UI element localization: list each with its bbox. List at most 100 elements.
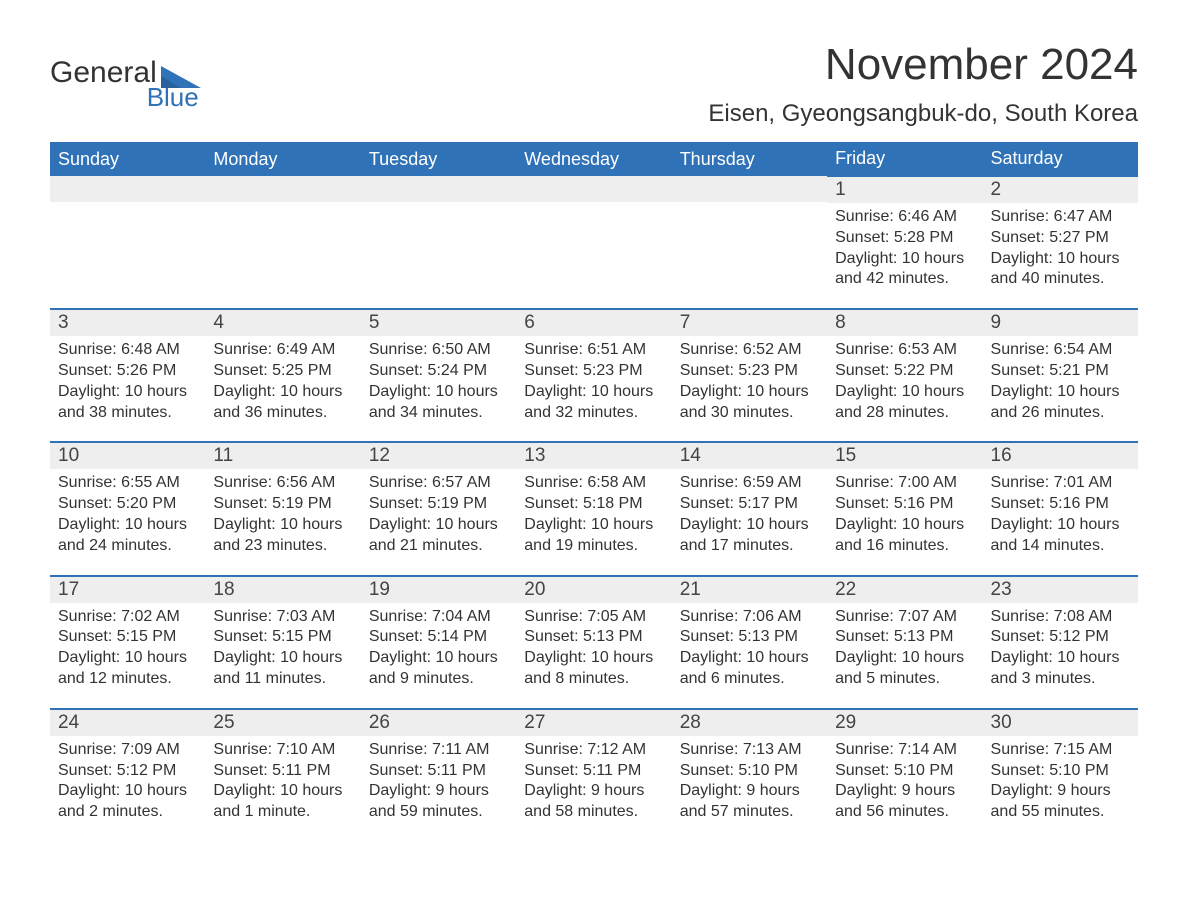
day-details: Sunrise: 6:54 AMSunset: 5:21 PMDaylight:… [991, 340, 1130, 423]
calendar-day-cell: 17Sunrise: 7:02 AMSunset: 5:15 PMDayligh… [50, 576, 205, 709]
daylight-line: Daylight: 10 hours and 34 minutes. [369, 382, 508, 424]
day-number: 17 [50, 577, 205, 603]
day-details: Sunrise: 6:53 AMSunset: 5:22 PMDaylight:… [835, 340, 974, 423]
daylight-line: Daylight: 10 hours and 32 minutes. [524, 382, 663, 424]
sunset-line: Sunset: 5:21 PM [991, 361, 1130, 382]
calendar-empty-cell [361, 176, 516, 309]
calendar-day-cell: 12Sunrise: 6:57 AMSunset: 5:19 PMDayligh… [361, 442, 516, 575]
calendar-day-cell: 5Sunrise: 6:50 AMSunset: 5:24 PMDaylight… [361, 309, 516, 442]
sunset-line: Sunset: 5:16 PM [835, 494, 974, 515]
day-number: 3 [50, 310, 205, 336]
calendar-day-cell: 16Sunrise: 7:01 AMSunset: 5:16 PMDayligh… [983, 442, 1138, 575]
daylight-line: Daylight: 10 hours and 30 minutes. [680, 382, 819, 424]
calendar-day-cell: 28Sunrise: 7:13 AMSunset: 5:10 PMDayligh… [672, 709, 827, 841]
daylight-line: Daylight: 9 hours and 56 minutes. [835, 781, 974, 823]
weekday-header: Friday [827, 142, 982, 176]
calendar-day-cell: 6Sunrise: 6:51 AMSunset: 5:23 PMDaylight… [516, 309, 671, 442]
day-number: 6 [516, 310, 671, 336]
empty-day-strip [361, 176, 516, 202]
day-number: 14 [672, 443, 827, 469]
day-details: Sunrise: 6:59 AMSunset: 5:17 PMDaylight:… [680, 473, 819, 556]
sunrise-line: Sunrise: 7:01 AM [991, 473, 1130, 494]
day-details: Sunrise: 6:58 AMSunset: 5:18 PMDaylight:… [524, 473, 663, 556]
calendar-week-row: 17Sunrise: 7:02 AMSunset: 5:15 PMDayligh… [50, 576, 1138, 709]
weekday-header: Tuesday [361, 142, 516, 176]
day-details: Sunrise: 6:48 AMSunset: 5:26 PMDaylight:… [58, 340, 197, 423]
weekday-header: Monday [205, 142, 360, 176]
sunset-line: Sunset: 5:23 PM [524, 361, 663, 382]
sunrise-line: Sunrise: 7:10 AM [213, 740, 352, 761]
sunrise-line: Sunrise: 6:57 AM [369, 473, 508, 494]
weekday-header: Wednesday [516, 142, 671, 176]
sunset-line: Sunset: 5:13 PM [524, 627, 663, 648]
sunset-line: Sunset: 5:15 PM [213, 627, 352, 648]
daylight-line: Daylight: 10 hours and 16 minutes. [835, 515, 974, 557]
calendar-week-row: 10Sunrise: 6:55 AMSunset: 5:20 PMDayligh… [50, 442, 1138, 575]
empty-day-strip [205, 176, 360, 202]
sunrise-line: Sunrise: 6:52 AM [680, 340, 819, 361]
day-details: Sunrise: 7:08 AMSunset: 5:12 PMDaylight:… [991, 607, 1130, 690]
sunrise-line: Sunrise: 6:59 AM [680, 473, 819, 494]
day-details: Sunrise: 7:04 AMSunset: 5:14 PMDaylight:… [369, 607, 508, 690]
calendar-empty-cell [205, 176, 360, 309]
sunrise-line: Sunrise: 7:09 AM [58, 740, 197, 761]
day-number: 8 [827, 310, 982, 336]
day-details: Sunrise: 6:56 AMSunset: 5:19 PMDaylight:… [213, 473, 352, 556]
day-number: 21 [672, 577, 827, 603]
day-details: Sunrise: 6:52 AMSunset: 5:23 PMDaylight:… [680, 340, 819, 423]
calendar-day-cell: 8 Sunrise: 6:53 AMSunset: 5:22 PMDaylight… [827, 309, 982, 442]
day-details: Sunrise: 6:55 AMSunset: 5:20 PMDaylight:… [58, 473, 197, 556]
day-details: Sunrise: 6:46 AMSunset: 5:28 PMDaylight:… [835, 207, 974, 290]
page-title: November 2024 [708, 40, 1138, 90]
day-details: Sunrise: 7:11 AMSunset: 5:11 PMDaylight:… [369, 740, 508, 823]
sunset-line: Sunset: 5:10 PM [991, 761, 1130, 782]
calendar-day-cell: 13 Sunrise: 6:58 AMSunset: 5:18 PMDayligh… [516, 442, 671, 575]
sunrise-line: Sunrise: 7:15 AM [991, 740, 1130, 761]
day-details: Sunrise: 7:14 AMSunset: 5:10 PMDaylight:… [835, 740, 974, 823]
logo: General Blue [50, 40, 201, 110]
title-block: November 2024 Eisen, Gyeongsangbuk-do, S… [708, 40, 1138, 128]
day-number: 23 [983, 577, 1138, 603]
day-number: 22 [827, 577, 982, 603]
sunrise-line: Sunrise: 7:03 AM [213, 607, 352, 628]
calendar-day-cell: 3 Sunrise: 6:48 AMSunset: 5:26 PMDaylight… [50, 309, 205, 442]
sunset-line: Sunset: 5:13 PM [680, 627, 819, 648]
day-number: 16 [983, 443, 1138, 469]
sunrise-line: Sunrise: 6:56 AM [213, 473, 352, 494]
calendar-day-cell: 19Sunrise: 7:04 AMSunset: 5:14 PMDayligh… [361, 576, 516, 709]
calendar-week-row: 24Sunrise: 7:09 AMSunset: 5:12 PMDayligh… [50, 709, 1138, 841]
day-number: 7 [672, 310, 827, 336]
day-number: 26 [361, 710, 516, 736]
day-number: 29 [827, 710, 982, 736]
sunset-line: Sunset: 5:26 PM [58, 361, 197, 382]
sunrise-line: Sunrise: 7:08 AM [991, 607, 1130, 628]
sunset-line: Sunset: 5:11 PM [213, 761, 352, 782]
sunset-line: Sunset: 5:27 PM [991, 228, 1130, 249]
day-details: Sunrise: 6:50 AMSunset: 5:24 PMDaylight:… [369, 340, 508, 423]
calendar-day-cell: 15Sunrise: 7:00 AMSunset: 5:16 PMDayligh… [827, 442, 982, 575]
daylight-line: Daylight: 10 hours and 1 minute. [213, 781, 352, 823]
daylight-line: Daylight: 10 hours and 5 minutes. [835, 648, 974, 690]
day-number: 25 [205, 710, 360, 736]
sunrise-line: Sunrise: 6:47 AM [991, 207, 1130, 228]
daylight-line: Daylight: 10 hours and 26 minutes. [991, 382, 1130, 424]
sunset-line: Sunset: 5:15 PM [58, 627, 197, 648]
calendar-day-cell: 9Sunrise: 6:54 AMSunset: 5:21 PMDaylight… [983, 309, 1138, 442]
sunrise-line: Sunrise: 7:02 AM [58, 607, 197, 628]
day-number: 13 [516, 443, 671, 469]
daylight-line: Daylight: 10 hours and 21 minutes. [369, 515, 508, 557]
day-details: Sunrise: 7:15 AMSunset: 5:10 PMDaylight:… [991, 740, 1130, 823]
sunset-line: Sunset: 5:11 PM [524, 761, 663, 782]
day-details: Sunrise: 7:09 AMSunset: 5:12 PMDaylight:… [58, 740, 197, 823]
daylight-line: Daylight: 10 hours and 24 minutes. [58, 515, 197, 557]
sunset-line: Sunset: 5:10 PM [835, 761, 974, 782]
sunrise-line: Sunrise: 7:04 AM [369, 607, 508, 628]
calendar-day-cell: 20Sunrise: 7:05 AMSunset: 5:13 PMDayligh… [516, 576, 671, 709]
weekday-header-row: SundayMondayTuesdayWednesdayThursdayFrid… [50, 142, 1138, 176]
day-number: 2 [983, 177, 1138, 203]
sunrise-line: Sunrise: 7:13 AM [680, 740, 819, 761]
sunrise-line: Sunrise: 6:48 AM [58, 340, 197, 361]
header: General Blue November 2024 Eisen, Gyeong… [50, 40, 1138, 128]
calendar-day-cell: 10Sunrise: 6:55 AMSunset: 5:20 PMDayligh… [50, 442, 205, 575]
sunrise-line: Sunrise: 6:54 AM [991, 340, 1130, 361]
